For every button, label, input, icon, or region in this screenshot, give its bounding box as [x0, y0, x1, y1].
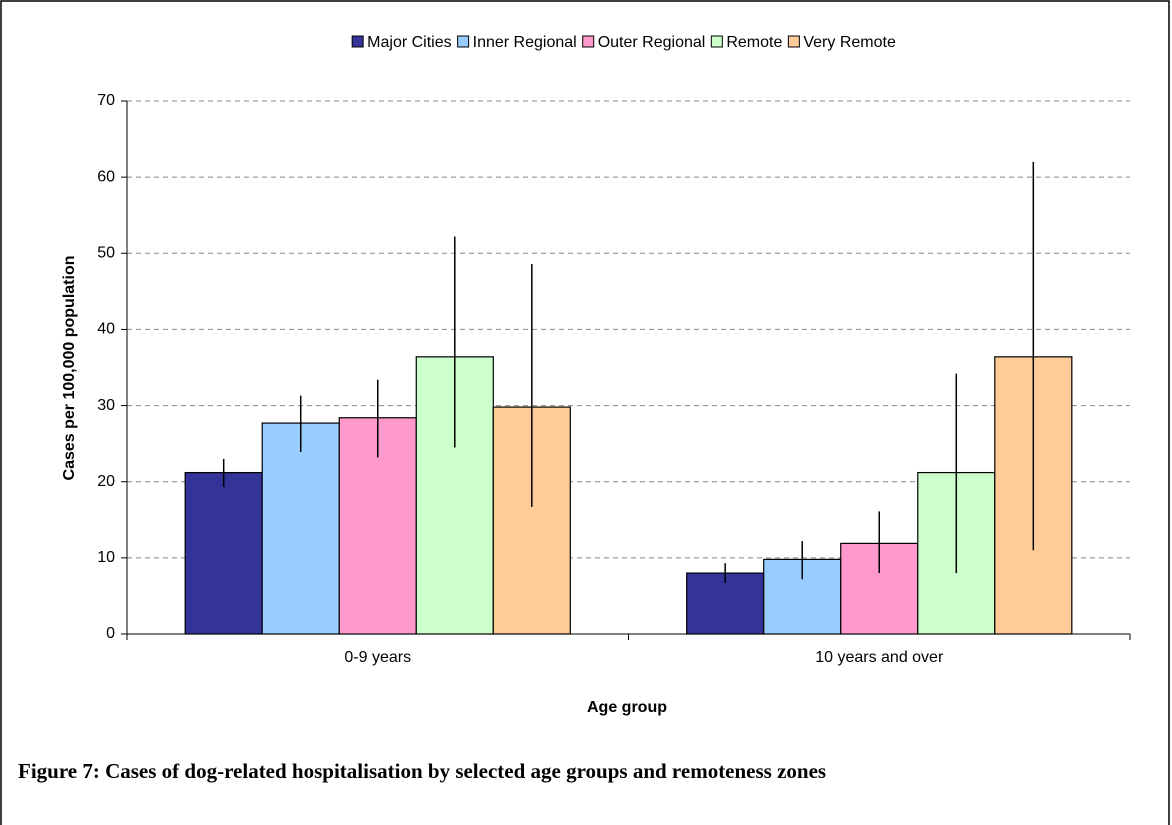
y-tick-label: 70 — [97, 92, 115, 109]
bar — [261, 422, 340, 635]
figure-caption: Figure 7: Cases of dog-related hospitali… — [18, 759, 827, 783]
legend-label: Major Cities — [367, 34, 451, 51]
bar — [686, 572, 765, 635]
x-tick-label: 10 years and over — [815, 649, 944, 666]
legend-label: Very Remote — [803, 34, 896, 51]
legend-swatch — [582, 35, 595, 48]
y-tick-label: 40 — [97, 321, 115, 338]
y-tick-label: 0 — [106, 625, 115, 642]
legend-label: Inner Regional — [473, 34, 577, 51]
bar — [184, 471, 263, 635]
y-tick-label: 10 — [97, 549, 115, 566]
x-axis-label: Age group — [587, 699, 667, 716]
y-tick-label: 50 — [97, 245, 115, 262]
y-axis-label: Cases per 100,000 population — [61, 256, 78, 481]
y-tick-label: 60 — [97, 168, 115, 185]
legend-label: Remote — [726, 34, 782, 51]
y-tick-label: 20 — [97, 473, 115, 490]
legend-swatch — [787, 35, 800, 48]
legend-label: Outer Regional — [598, 34, 706, 51]
y-tick-label: 30 — [97, 397, 115, 414]
x-tick-label: 0-9 years — [344, 649, 411, 666]
legend-swatch — [351, 35, 364, 48]
legend-swatch — [710, 35, 723, 48]
legend-swatch — [457, 35, 470, 48]
